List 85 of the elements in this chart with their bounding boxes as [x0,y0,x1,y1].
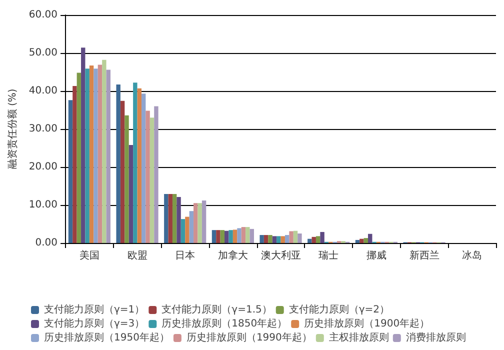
legend-label: 历史排放原则（1990年起） [186,332,312,344]
y-axis-title: 融资责任份额 (%) [6,88,18,170]
bar [141,94,146,243]
bar [133,82,138,243]
bar [185,216,190,243]
y-tick-label: 60.00 [28,10,58,20]
legend-label: 支付能力原则（γ=2） [288,304,390,316]
bar [194,203,198,243]
bar [232,230,238,243]
bar [116,84,120,243]
x-tick-label: 美国 [79,250,100,262]
legend-label: 支付能力原则（γ=3） [44,318,145,330]
x-tick-label: 日本 [175,250,196,262]
x-tick-label: 欧盟 [127,250,148,262]
bar [320,232,324,243]
y-tick-label: 0.00 [35,238,58,248]
bar [72,86,77,243]
legend-label: 消费排放原则 [406,332,466,344]
bar [237,228,242,243]
bar [212,230,216,243]
bar [308,238,312,243]
bar [316,236,320,243]
bar [312,236,316,243]
bar [85,68,90,243]
bar [180,219,186,243]
bar [250,228,254,243]
legend-label: 主权排放原则 [328,332,389,344]
bar [298,234,302,243]
bar [172,194,177,243]
legend-label: 历史排放原则（1850年起） [162,318,288,330]
bar [81,48,86,243]
bar [150,118,154,243]
bar [168,194,172,243]
y-tick-label: 10.00 [28,200,58,210]
x-tick-label: 新西兰 [409,250,440,262]
bar [241,227,246,243]
bar [137,88,142,243]
bar [284,235,290,243]
bar [268,235,272,243]
bar [228,230,233,243]
y-tick-label: 40.00 [28,86,58,96]
x-tick-label: 瑞士 [318,250,339,262]
bar [355,240,360,243]
bar [120,100,125,243]
bar [94,68,98,243]
legend-label: 历史排放原则（1900年起） [304,318,430,330]
bar [89,66,94,243]
bar [246,227,250,243]
bar [146,110,150,243]
bar [68,100,73,243]
y-tick-label: 20.00 [28,162,58,172]
bar [106,70,110,243]
bar [224,230,229,243]
bar [76,72,82,243]
bar [260,235,264,243]
bar [364,238,368,243]
y-tick-label: 30.00 [28,124,58,134]
bar [220,230,225,243]
bar [124,115,129,243]
bar [280,236,285,243]
bar [102,60,106,243]
y-tick-label: 50.00 [28,48,58,58]
legend-label: 历史排放原则（1950年起） [44,332,170,344]
bar [189,211,194,243]
x-tick-label: 加拿大 [218,250,248,262]
bar [289,231,294,243]
bar [276,236,281,243]
bar [164,194,168,243]
x-tick-label: 冰岛 [462,250,482,262]
bar [216,230,220,243]
bar [368,234,372,243]
bar [154,106,158,243]
legend-label: 支付能力原则（γ=1） [44,304,145,316]
x-tick-label: 澳大利亚 [260,250,301,262]
bar [98,64,102,243]
bar [128,144,134,243]
bar [293,230,298,243]
x-tick-label: 挪威 [366,250,386,262]
bar [272,236,277,243]
bar [360,238,364,243]
bar [176,197,181,243]
bar [264,235,268,243]
legend-label: 支付能力原则（γ=1.5） [162,304,272,316]
bar [198,203,202,243]
bar [202,200,206,243]
